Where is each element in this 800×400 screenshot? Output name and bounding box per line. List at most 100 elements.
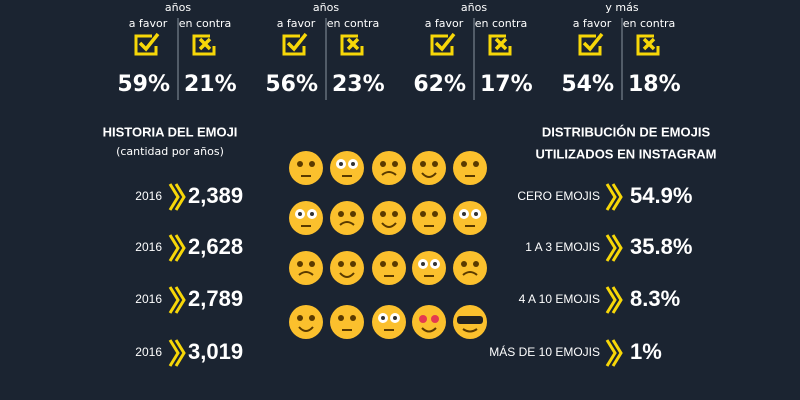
against-value: 17% bbox=[480, 72, 533, 97]
favor-label: a favor bbox=[129, 17, 168, 30]
pupil bbox=[381, 316, 385, 320]
chevron bbox=[605, 183, 623, 211]
mouth bbox=[339, 272, 355, 278]
emoji-face bbox=[289, 151, 323, 185]
history-value: 3,019 bbox=[188, 339, 243, 364]
emoji bbox=[412, 201, 446, 235]
cross bbox=[198, 37, 212, 51]
distribution-title: UTILIZADOS EN INSTAGRAM bbox=[535, 146, 716, 161]
box bbox=[636, 34, 660, 56]
box bbox=[340, 34, 364, 56]
history-year: 2016 bbox=[135, 189, 162, 203]
chevron bbox=[168, 234, 186, 262]
eye bbox=[392, 211, 398, 217]
eye bbox=[338, 315, 344, 321]
mouth bbox=[462, 271, 478, 276]
pupil bbox=[310, 212, 314, 216]
against-icon bbox=[488, 34, 512, 56]
mouth bbox=[421, 327, 437, 333]
eye bbox=[309, 261, 315, 267]
against-label: en contra bbox=[623, 17, 676, 30]
emoji bbox=[372, 201, 406, 235]
pupil bbox=[462, 212, 466, 216]
history-value: 2,389 bbox=[188, 183, 243, 208]
emoji bbox=[372, 251, 406, 285]
check bbox=[138, 32, 160, 52]
chevron bbox=[168, 339, 186, 367]
emoji-face bbox=[412, 251, 446, 285]
pupil bbox=[393, 316, 397, 320]
mouth bbox=[381, 171, 397, 176]
mouth bbox=[381, 222, 397, 228]
against-label: en contra bbox=[179, 17, 232, 30]
history-subtitle: (cantidad por años) bbox=[116, 145, 224, 158]
emoji-face bbox=[330, 201, 364, 235]
eye bbox=[392, 161, 398, 167]
chevron bbox=[605, 234, 623, 262]
box bbox=[488, 34, 512, 56]
history-year: 2016 bbox=[135, 345, 162, 359]
emoji bbox=[330, 201, 364, 235]
pupil bbox=[474, 212, 478, 216]
eye bbox=[297, 161, 303, 167]
chevron bbox=[605, 339, 623, 367]
eye bbox=[392, 261, 398, 267]
emoji bbox=[453, 305, 487, 339]
pupil bbox=[339, 162, 343, 166]
distribution-value: 8.3% bbox=[630, 286, 680, 311]
age-sublabel: y más bbox=[605, 1, 638, 14]
emoji bbox=[372, 151, 406, 185]
favor-icon bbox=[134, 32, 160, 56]
emoji bbox=[453, 151, 487, 185]
against-label: en contra bbox=[475, 17, 528, 30]
emoji bbox=[412, 251, 446, 285]
box bbox=[282, 34, 306, 56]
chevron bbox=[168, 286, 186, 314]
distribution-label: MÁS DE 10 EMOJIS bbox=[489, 344, 600, 359]
box bbox=[192, 34, 216, 56]
eye bbox=[431, 315, 439, 323]
against-value: 21% bbox=[184, 72, 237, 97]
emoji-face bbox=[289, 201, 323, 235]
sunglasses bbox=[457, 316, 483, 324]
mouth bbox=[421, 172, 437, 178]
eye bbox=[350, 261, 356, 267]
favor-value: 62% bbox=[413, 72, 466, 97]
distribution-label: 1 A 3 EMOJIS bbox=[525, 240, 600, 254]
emoji bbox=[330, 251, 364, 285]
eye bbox=[432, 161, 438, 167]
history-value: 2,789 bbox=[188, 286, 243, 311]
distribution-label: 4 A 10 EMOJIS bbox=[519, 292, 600, 306]
emoji bbox=[289, 251, 323, 285]
favor-value: 56% bbox=[265, 72, 318, 97]
pupil bbox=[433, 262, 437, 266]
emoji bbox=[453, 251, 487, 285]
emoji-face bbox=[412, 305, 446, 339]
eye bbox=[350, 211, 356, 217]
history-year: 2016 bbox=[135, 292, 162, 306]
against-icon bbox=[340, 34, 364, 56]
favor-label: a favor bbox=[573, 17, 612, 30]
distribution-title: DISTRIBUCIÓN DE EMOJIS bbox=[542, 124, 711, 139]
against-icon bbox=[192, 34, 216, 56]
emoji-face bbox=[412, 151, 446, 185]
chevron bbox=[168, 183, 186, 211]
against-value: 23% bbox=[332, 72, 385, 97]
eye bbox=[461, 161, 467, 167]
emoji-face bbox=[453, 251, 487, 285]
eye bbox=[309, 161, 315, 167]
emoji bbox=[289, 305, 323, 339]
pupil bbox=[351, 162, 355, 166]
eye bbox=[380, 261, 386, 267]
eye bbox=[338, 211, 344, 217]
eye bbox=[380, 161, 386, 167]
emoji-face bbox=[372, 305, 406, 339]
eye bbox=[350, 315, 356, 321]
history-value: 2,628 bbox=[188, 234, 243, 259]
box bbox=[134, 34, 158, 56]
mouth bbox=[298, 326, 314, 332]
eye bbox=[380, 211, 386, 217]
emoji-face bbox=[330, 151, 364, 185]
